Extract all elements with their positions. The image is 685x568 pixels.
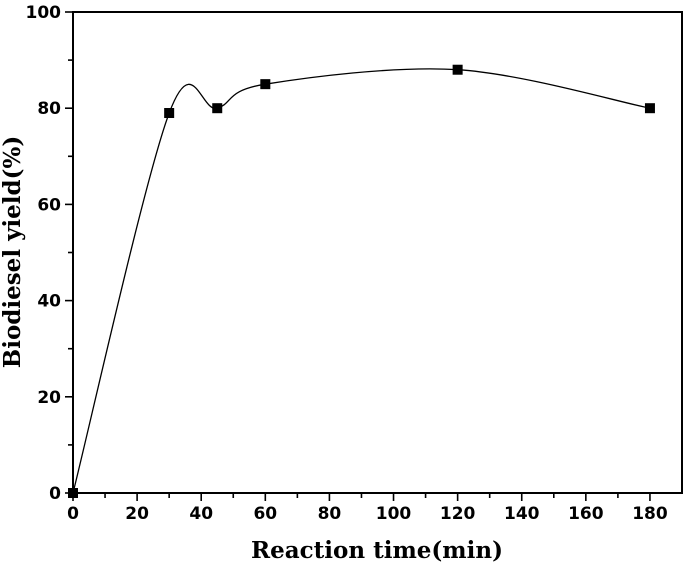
y-tick-label: 100 [26, 3, 62, 23]
data-point [452, 64, 463, 75]
data-point [164, 108, 175, 119]
x-tick-label: 80 [318, 504, 342, 524]
y-axis: 0 20 40 60 80 100 [26, 3, 73, 504]
x-tick-label: 60 [253, 504, 277, 524]
data-markers [68, 64, 655, 498]
y-axis-title: Biodiesel yield(%) [0, 136, 26, 368]
data-point [644, 103, 655, 114]
y-tick-label: 60 [37, 195, 61, 215]
x-tick-label: 120 [440, 504, 476, 524]
x-tick-label: 160 [568, 504, 604, 524]
fit-curve [72, 68, 651, 494]
y-tick-label: 80 [37, 99, 61, 119]
x-tick-label: 100 [376, 504, 412, 524]
x-tick-label: 20 [125, 504, 149, 524]
x-tick-label: 40 [189, 504, 213, 524]
y-tick-label: 40 [37, 292, 61, 312]
plot-frame [72, 11, 683, 494]
data-point [68, 488, 78, 498]
x-tick-label: 140 [504, 504, 540, 524]
x-tick-label: 180 [632, 504, 668, 524]
data-point [260, 79, 271, 90]
x-tick-label: 0 [67, 504, 79, 524]
y-tick-label: 0 [49, 484, 61, 504]
y-tick-label: 20 [37, 388, 61, 408]
x-axis: 0 20 40 60 80 100 120 140 160 180 [67, 493, 668, 524]
x-axis-title: Reaction time(min) [251, 537, 503, 564]
data-point [212, 103, 223, 114]
